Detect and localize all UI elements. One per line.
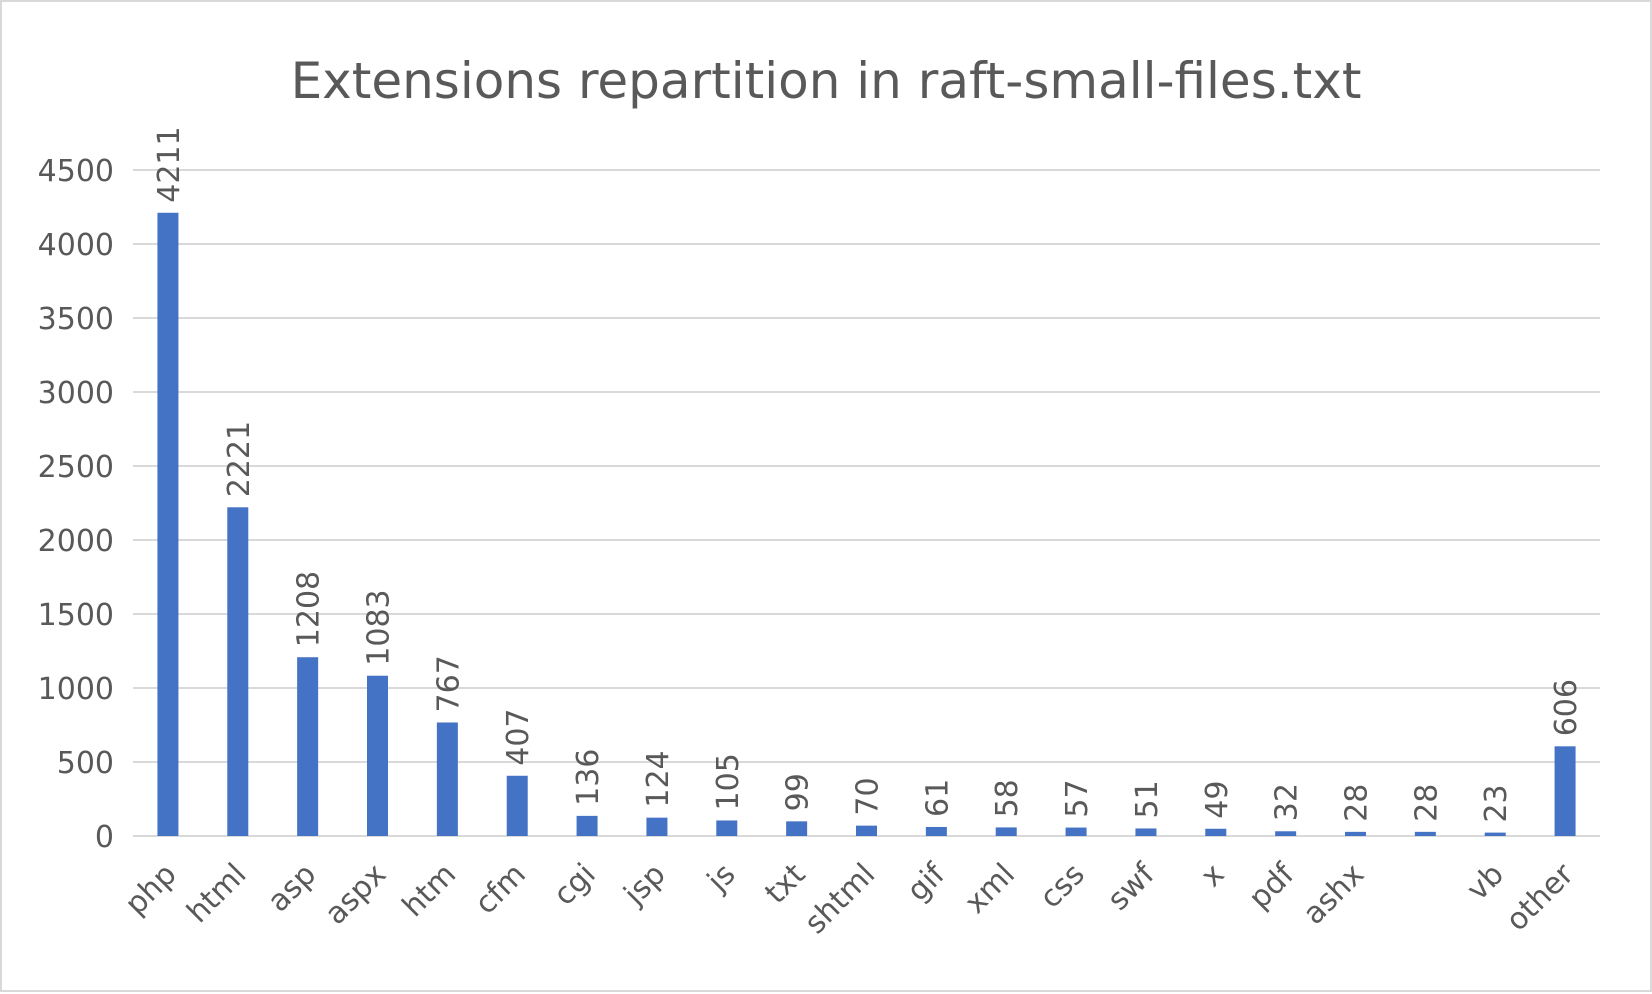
bar-css (1065, 827, 1087, 836)
gridlines (133, 169, 1600, 837)
bar-shtml (856, 825, 877, 836)
data-label: 136 (571, 749, 606, 806)
data-label: 124 (641, 750, 676, 807)
data-label: 28 (1409, 784, 1444, 822)
y-tick-label: 4000 (38, 228, 114, 263)
y-tick-label: 2000 (38, 524, 114, 559)
data-label: 105 (711, 753, 746, 810)
x-tick-label: pdf (1242, 856, 1302, 916)
x-tick-label: js (700, 857, 742, 899)
x-tick-label: php (118, 857, 183, 922)
y-tick-label: 3000 (38, 376, 114, 411)
data-label: 407 (501, 708, 536, 765)
data-label: 4211 (152, 126, 187, 202)
data-label: 70 (851, 777, 886, 815)
bar-htm (436, 722, 458, 836)
x-tick-label: shtml (798, 857, 882, 941)
x-tick-label: vb (1460, 857, 1511, 908)
x-tick-label: txt (758, 857, 812, 911)
data-label: 32 (1270, 783, 1305, 821)
bars (157, 212, 1576, 837)
data-label: 58 (990, 779, 1025, 817)
data-label: 51 (1130, 780, 1165, 818)
y-tick-label: 1000 (38, 672, 114, 707)
x-tick-label: xml (958, 857, 1022, 921)
bar-pdf (1275, 831, 1297, 836)
y-tick-label: 1500 (38, 598, 114, 633)
data-label: 49 (1200, 781, 1235, 819)
chart-title: Extensions repartition in raft-small-fil… (291, 52, 1362, 110)
bar-asp (297, 657, 319, 836)
y-tick-label: 0 (95, 820, 114, 855)
bar-xml (995, 827, 1017, 836)
y-tick-label: 3500 (38, 302, 114, 337)
x-tick-label: cfm (468, 857, 533, 922)
bar-swf (1135, 828, 1157, 836)
x-tick-label: x (1194, 857, 1231, 894)
data-label: 2221 (222, 421, 257, 497)
bar-js (716, 820, 738, 836)
data-label: 767 (431, 655, 466, 712)
data-labels: 4211 2221 1208 1083 767 407 136 124 105 99 70 61 58 5… (152, 126, 1584, 822)
bar-gif (925, 826, 947, 836)
bar-aspx (367, 675, 388, 836)
y-tick-label: 500 (57, 746, 114, 781)
bar-unlabeled (1414, 831, 1436, 836)
data-label: 57 (1060, 779, 1095, 817)
bar-other (1554, 746, 1576, 836)
bar-txt (786, 821, 808, 836)
data-label: 23 (1479, 784, 1514, 822)
bar-php (157, 212, 179, 837)
x-tick-label: aspx (318, 857, 393, 932)
x-tick-label: html (180, 857, 253, 930)
y-tick-label: 2500 (38, 450, 114, 485)
y-axis-ticks: 0 500 1000 1500 2000 2500 3000 3500 4000 4500 (38, 154, 114, 855)
x-tick-label: cgi (547, 857, 603, 913)
x-tick-label: other (1499, 856, 1581, 938)
x-tick-label: jsp (617, 857, 673, 913)
bar-vb (1484, 832, 1506, 836)
x-tick-label: gif (900, 856, 953, 909)
bar-ashx (1345, 831, 1366, 836)
data-label: 99 (781, 773, 816, 811)
data-label: 1208 (292, 571, 327, 647)
data-label: 606 (1549, 679, 1584, 736)
data-label: 1083 (362, 589, 397, 665)
bar-cfm (506, 775, 528, 836)
x-tick-label: css (1033, 857, 1092, 916)
data-label: 28 (1340, 784, 1375, 822)
data-label: 61 (920, 779, 955, 817)
x-tick-label: ashx (1296, 857, 1371, 932)
bar-x (1205, 828, 1227, 836)
y-tick-label: 4500 (38, 154, 114, 189)
bar-cgi (576, 815, 598, 836)
x-tick-label: swf (1101, 856, 1163, 918)
x-tick-label: asp (261, 857, 323, 919)
x-tick-label: htm (396, 857, 463, 924)
bar-html (227, 507, 249, 836)
bar-jsp (646, 817, 668, 836)
